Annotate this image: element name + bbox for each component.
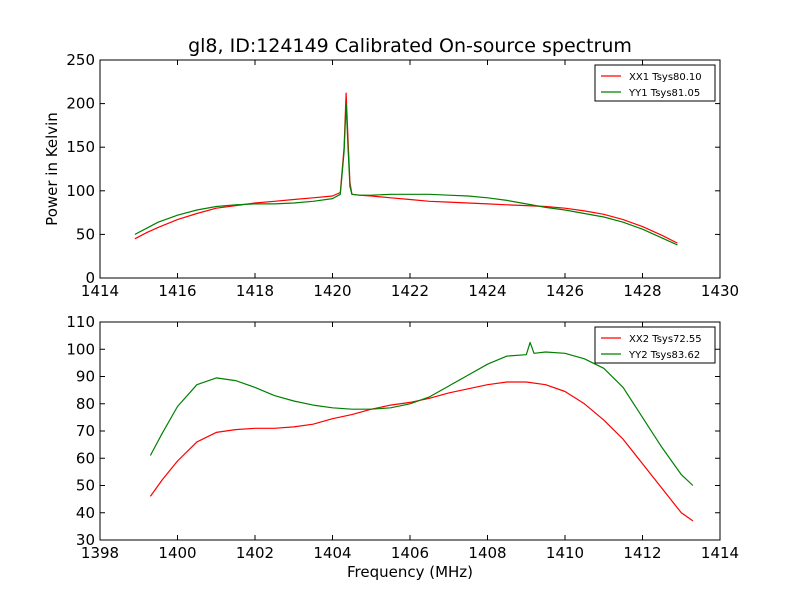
y-tick-label: 200 [66, 95, 95, 113]
x-tick-label: 1400 [158, 544, 196, 562]
y-tick-label: 90 [76, 368, 95, 386]
y-tick-label: 80 [76, 395, 95, 413]
x-tick-label: 1404 [313, 544, 351, 562]
series-line-xx2 [149, 381, 694, 522]
y-tick-label: 60 [76, 449, 95, 467]
x-tick-label: 1422 [391, 282, 429, 300]
y-axis-label: Power in Kelvin [43, 112, 61, 226]
legend-entry: YY2 Tsys83.62 [628, 350, 700, 361]
x-tick-label: 1398 [81, 544, 119, 562]
legend-entry: XX2 Tsys72.55 [629, 334, 702, 345]
y-tick-label: 40 [76, 504, 95, 522]
x-tick-label: 1426 [546, 282, 584, 300]
legend-entry: YY1 Tsys81.05 [628, 88, 700, 99]
x-tick-label: 1418 [236, 282, 274, 300]
legend: XX2 Tsys72.55 YY2 Tsys83.62 [594, 326, 716, 364]
x-tick-label: 1408 [468, 544, 506, 562]
y-tick-label: 150 [66, 138, 95, 156]
y-tick-label: 100 [66, 340, 95, 358]
y-tick-label: 100 [66, 182, 95, 200]
legend-box [594, 326, 716, 364]
x-tick-label: 1410 [546, 544, 584, 562]
y-tick-label: 50 [76, 225, 95, 243]
legend: XX1 Tsys80.10 YY1 Tsys81.05 [594, 64, 716, 102]
x-tick-label: 1420 [313, 282, 351, 300]
chart-panel-2: 1398 1400 1402 1404 1406 1408 1410 1412 1414 30 40… [66, 313, 739, 581]
x-axis-label: Frequency (MHz) [347, 563, 473, 581]
chart-title: gl8, ID:124149 Calibrated On-source spec… [188, 35, 632, 57]
y-tick-label: 250 [66, 51, 95, 69]
y-tick-label: 0 [85, 269, 95, 287]
x-tick-label: 1428 [623, 282, 661, 300]
legend-box [594, 64, 716, 102]
series-line-yy2 [149, 341, 694, 486]
x-tick-label: 1424 [468, 282, 506, 300]
y-tick-label: 50 [76, 477, 95, 495]
x-tick-label: 1416 [158, 282, 196, 300]
x-tick-label: 1406 [391, 544, 429, 562]
y-tick-label: 30 [76, 531, 95, 549]
x-tick-label: 1414 [701, 544, 739, 562]
series-line-yy1 [134, 102, 678, 246]
x-tick-label: 1414 [81, 282, 119, 300]
y-tick-label: 110 [66, 313, 95, 331]
y-tick-label: 70 [76, 422, 95, 440]
legend-entry: XX1 Tsys80.10 [629, 72, 702, 83]
x-tick-label: 1412 [623, 544, 661, 562]
series-line-xx1 [134, 92, 678, 244]
x-tick-label: 1430 [701, 282, 739, 300]
chart-panel-1: 1414 1416 1418 1420 1422 1424 1426 1428 1430 0 50 1… [43, 35, 739, 300]
x-tick-label: 1402 [236, 544, 274, 562]
